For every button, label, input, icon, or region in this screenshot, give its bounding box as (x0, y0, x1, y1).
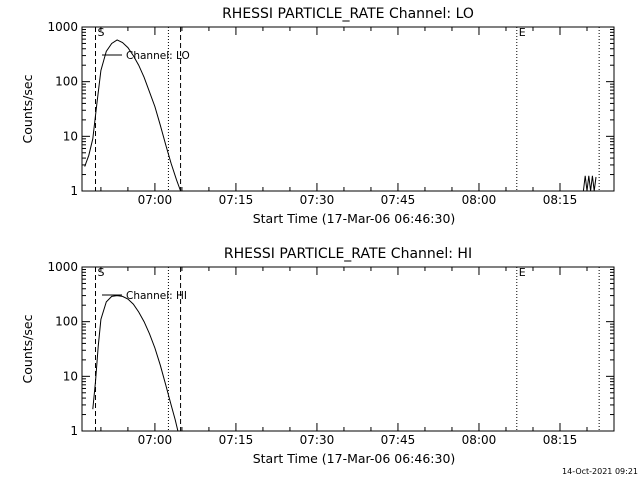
plot-frame-1 (81, 26, 615, 192)
generated-timestamp: 14-Oct-2021 09:21 (562, 467, 638, 476)
x-tick-label: 07:30 (300, 193, 335, 207)
x-axis-label-2: Start Time (17-Mar-06 06:46:30) (253, 451, 456, 466)
x-tick-label: 07:15 (219, 433, 254, 447)
series-line-1-2 (582, 175, 597, 192)
y-tick-label: 1 (70, 424, 78, 438)
y-tick-label: 10 (63, 369, 78, 383)
y-axis-label-2: Counts/sec (20, 314, 35, 383)
x-tick-label: 07:00 (138, 433, 173, 447)
y-tick-label: 100 (55, 315, 78, 329)
x-tick-label: 08:15 (543, 433, 578, 447)
x-axis-label-1: Start Time (17-Mar-06 06:46:30) (253, 211, 456, 226)
chart-title-2: RHESSI PARTICLE_RATE Channel: HI (224, 246, 472, 262)
x-tick-label: 08:00 (462, 433, 497, 447)
series-line-2-1 (92, 295, 179, 432)
time-marker-label: E (519, 266, 526, 279)
legend-label-2: Channel: HI (126, 290, 187, 302)
x-tick-label: 07:30 (300, 433, 335, 447)
chart-title-1: RHESSI PARTICLE_RATE Channel: LO (222, 6, 474, 22)
y-tick-label: 1000 (47, 20, 78, 34)
x-tick-label: 07:45 (381, 193, 416, 207)
y-axis-label-1: Counts/sec (20, 74, 35, 143)
plot-frame-2 (81, 266, 615, 432)
x-tick-label: 07:45 (381, 433, 416, 447)
x-tick-label: 08:00 (462, 193, 497, 207)
x-tick-label: 08:15 (543, 193, 578, 207)
x-tick-label: 07:00 (138, 193, 173, 207)
x-tick-label: 07:15 (219, 193, 254, 207)
y-tick-label: 10 (63, 129, 78, 143)
time-marker-label: S (98, 266, 105, 279)
y-tick-label: 1 (70, 184, 78, 198)
time-marker-label: S (98, 26, 105, 39)
legend-label-1: Channel: LO (126, 50, 190, 62)
series-line-1-1 (84, 39, 182, 192)
time-marker-label: E (519, 26, 526, 39)
y-tick-label: 100 (55, 75, 78, 89)
y-tick-label: 1000 (47, 260, 78, 274)
